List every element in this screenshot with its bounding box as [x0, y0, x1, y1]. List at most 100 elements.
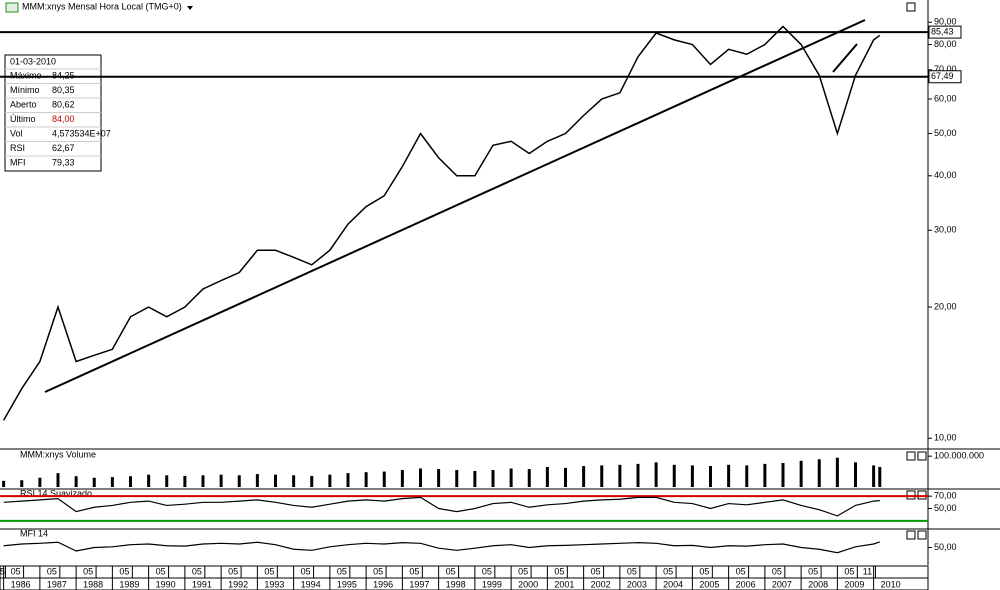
- volume-bar: [745, 465, 749, 487]
- volume-bar: [473, 470, 477, 487]
- x-tick-label: 1990: [156, 579, 176, 589]
- info-label: Último: [10, 114, 36, 124]
- volume-bar: [38, 477, 42, 487]
- volume-bar: [20, 480, 24, 487]
- info-value: 80,62: [52, 99, 75, 109]
- x-tick-label: 1999: [482, 579, 502, 589]
- info-label: Aberto: [10, 99, 37, 109]
- volume-bar: [382, 471, 386, 487]
- x-tick-label: 2008: [808, 579, 828, 589]
- minor-x-tick-label: 05: [119, 566, 129, 576]
- minor-x-tick-label: 05: [591, 566, 601, 576]
- panel-button[interactable]: [917, 490, 927, 500]
- volume-bar: [672, 464, 676, 487]
- series-line: [2, 25, 881, 421]
- y-tick-label: 60,00: [934, 93, 957, 103]
- volume-bar: [491, 470, 495, 487]
- y-tick-label: 40,00: [934, 170, 957, 180]
- panel-button[interactable]: [906, 2, 916, 12]
- volume-bar: [292, 475, 296, 487]
- chart-icon[interactable]: [5, 2, 19, 13]
- info-box: 01-03-2010 Máximo 84,25 Mínimo 80,35 Aberto 8…: [4, 54, 111, 172]
- volume-bar: [92, 477, 96, 487]
- x-tick-label: 2006: [736, 579, 756, 589]
- volume-bar: [400, 470, 404, 487]
- minor-x-tick-label: 05: [264, 566, 274, 576]
- info-value: 79,33: [52, 157, 75, 167]
- x-tick-label: 2000: [518, 579, 538, 589]
- x-tick-label: 1988: [83, 579, 103, 589]
- minor-x-tick-label: 05: [663, 566, 673, 576]
- minor-x-tick-label: 05: [844, 566, 854, 576]
- x-tick-label: 1987: [47, 579, 67, 589]
- volume-bar: [781, 462, 785, 487]
- panel-button[interactable]: [906, 490, 916, 500]
- volume-bar: [564, 467, 567, 487]
- volume-bar: [237, 475, 241, 487]
- minor-x-tick-label: 05: [699, 566, 709, 576]
- volume-bar: [328, 474, 332, 487]
- minor-x-tick-label: 05: [446, 566, 456, 576]
- panel-button[interactable]: [917, 530, 927, 540]
- minor-x-tick-label: 05: [518, 566, 528, 576]
- info-value: 84,00: [52, 114, 75, 124]
- minor-x-tick-label: 05: [337, 566, 347, 576]
- volume-bar: [835, 457, 839, 487]
- y-tick-label: 30,00: [934, 225, 957, 235]
- x-tick-label: 1989: [119, 579, 139, 589]
- minor-x-tick-label: 05: [554, 566, 564, 576]
- volume-bar: [690, 465, 694, 487]
- volume-bar: [600, 465, 604, 487]
- price-label-box: [928, 25, 962, 39]
- volume-bar: [437, 469, 441, 487]
- panel-button[interactable]: [906, 530, 916, 540]
- info-value: 80,35: [52, 85, 75, 95]
- volume-bar: [636, 463, 640, 487]
- volume-bar: [763, 463, 767, 487]
- volume-bar: [110, 477, 114, 487]
- volume-bar: [727, 464, 731, 487]
- info-label: Máximo: [10, 70, 42, 80]
- y-tick-label: 50,00: [934, 503, 957, 513]
- x-tick-label: 1991: [192, 579, 212, 589]
- panel-button[interactable]: [917, 451, 927, 461]
- volume-bar: [2, 480, 6, 487]
- volume-bar: [183, 475, 187, 487]
- volume-bar: [255, 474, 259, 487]
- x-tick-label: 1998: [446, 579, 466, 589]
- minor-x-tick-label: 05: [482, 566, 492, 576]
- panel-button[interactable]: [906, 451, 916, 461]
- x-tick-label: 2009: [844, 579, 864, 589]
- volume-bar: [310, 475, 314, 487]
- y-tick-label: 70,00: [934, 64, 957, 74]
- minor-x-tick-label: 05: [192, 566, 202, 576]
- volume-bar: [709, 466, 712, 487]
- minor-x-tick-label: 985: [0, 566, 5, 576]
- x-tick-label: 2002: [591, 579, 611, 589]
- series-line: [3, 541, 880, 554]
- y-tick-label: 50,00: [934, 542, 957, 552]
- minor-x-tick-label: 05: [409, 566, 419, 576]
- y-tick-label: 10,00: [934, 433, 957, 443]
- volume-bar: [878, 466, 882, 487]
- volume-bar: [201, 475, 205, 487]
- minor-x-tick-label: 11: [863, 566, 872, 576]
- minor-x-tick-label: 05: [772, 566, 782, 576]
- price-label: 85,43: [931, 26, 954, 36]
- volume-bar: [56, 473, 60, 487]
- trend-line: [832, 43, 858, 73]
- y-tick-label: 70,00: [934, 491, 957, 501]
- y-tick-label: 80,00: [934, 39, 957, 49]
- minor-x-tick-label: 05: [808, 566, 818, 576]
- volume-bar: [147, 474, 151, 487]
- info-value: 84,25: [52, 70, 75, 80]
- volume-bar: [872, 465, 876, 487]
- x-tick-label: 1994: [301, 579, 321, 589]
- info-value: 62,67: [52, 143, 75, 153]
- price-label-box: [928, 70, 962, 84]
- minor-x-tick-label: 05: [736, 566, 746, 576]
- volume-bar: [799, 460, 803, 487]
- volume-bar: [74, 476, 78, 487]
- dropdown-arrow[interactable]: [187, 6, 193, 10]
